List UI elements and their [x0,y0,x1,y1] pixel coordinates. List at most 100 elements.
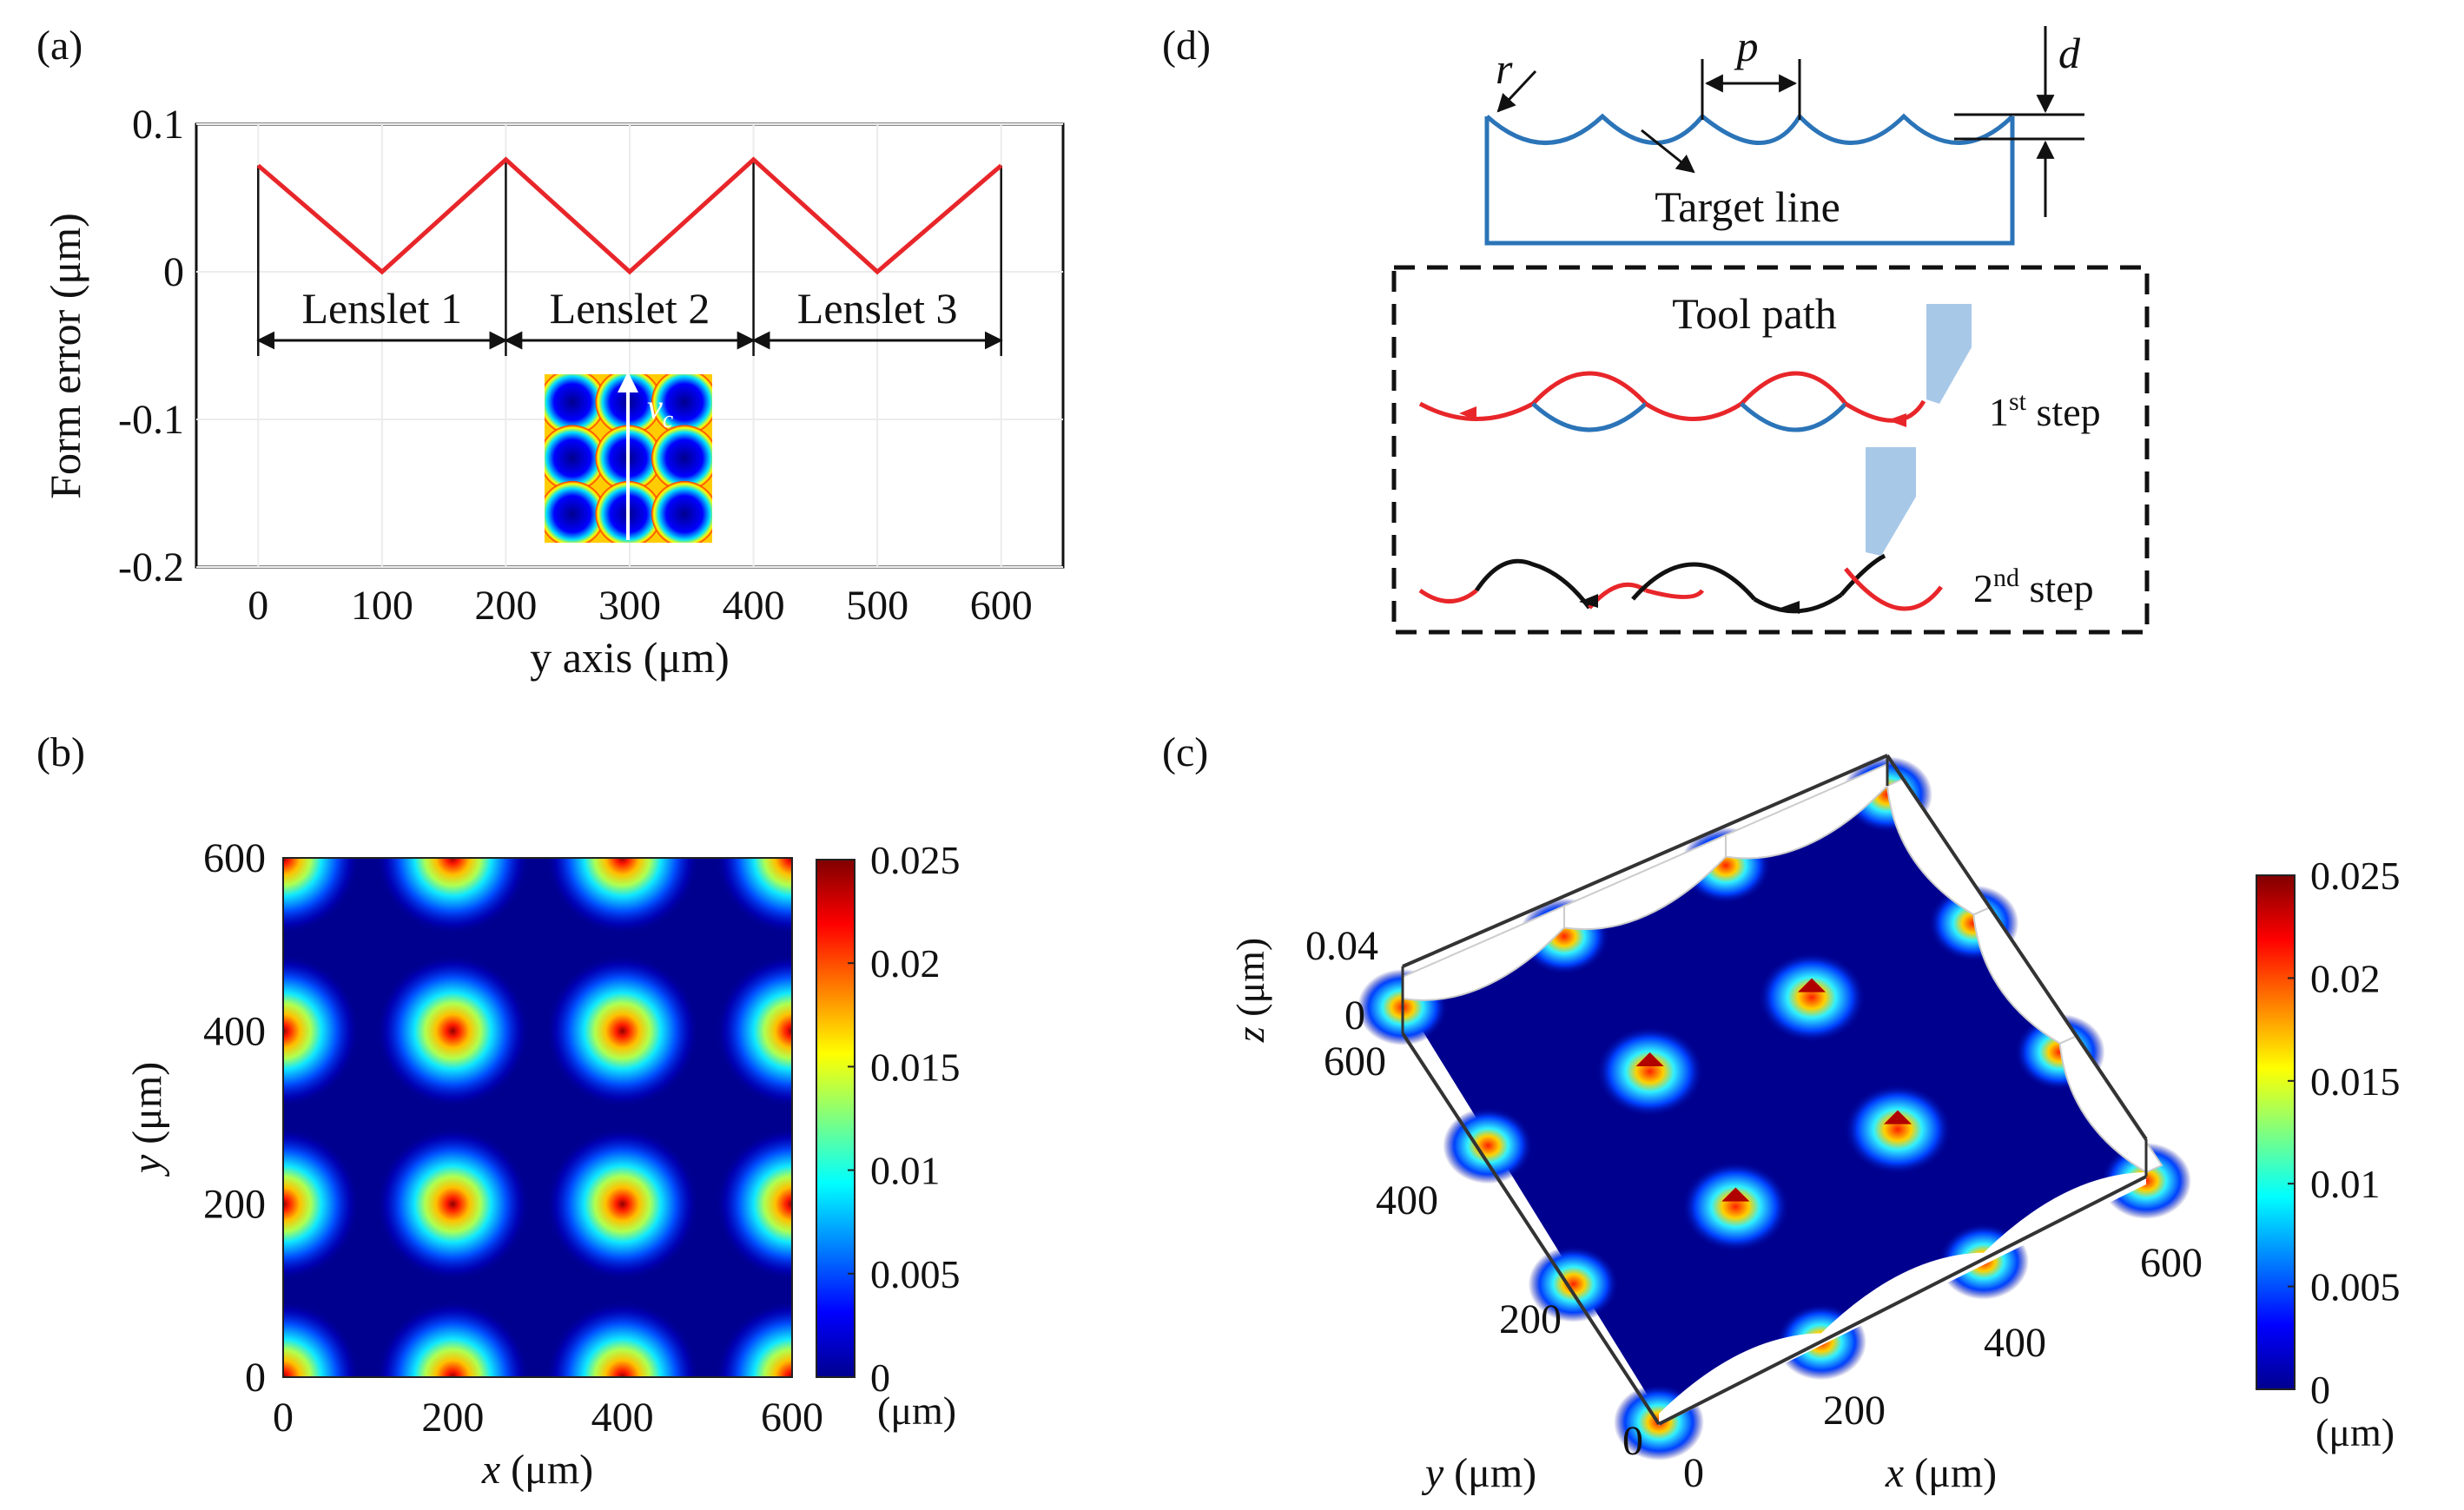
surface-cusp [1563,834,1727,931]
surface-peak-tip [1635,1052,1664,1066]
inset-dimple [651,374,712,435]
b-x-tick-label: 400 [591,1395,654,1441]
a-x-tick-label: 500 [846,583,908,629]
heatmap-peak [283,858,392,966]
surface-peak [1528,1245,1619,1322]
panel-c-surface [1358,752,2191,1461]
heatmap-peak [514,922,731,1139]
b-y-tick-label: 0 [245,1355,266,1401]
surface-peak-tip [1798,978,1826,992]
lenslet-label: Lenslet 1 [302,284,463,333]
step1-tool [1926,304,1972,404]
surface-peak [1758,952,1866,1043]
a-y-tick-label: -0.1 [118,397,184,443]
c-y-tick-label: 600 [1324,1039,1386,1085]
step2-arrowhead-left [1579,594,1598,608]
c-z-tick-label: 0 [1344,992,1365,1039]
a-x-tick-label: 600 [970,583,1033,629]
heatmap-peak [684,922,792,1139]
panel-b-colorbar-ticks: 0.025 0.02 0.015 0.01 0.005 0 [848,838,961,1400]
b-cbar-tick-label: 0.015 [870,1045,961,1089]
panel-d-label: (d) [1162,23,1211,69]
panel-c-y-axis-label: y (μm) [1421,1450,1536,1496]
c-x-tick-label: 200 [1823,1388,1886,1434]
panel-c-label: (c) [1162,729,1208,775]
panel-b-colorbar-unit: (μm) [877,1388,956,1433]
step1-label: 1st step [1989,387,2101,434]
a-x-tick-label: 100 [351,583,413,629]
panel-b-colorbar [816,859,855,1378]
heatmap-peak [514,1096,731,1313]
panel-a-y-axis-label: Form error (μm) [41,213,89,499]
panel-a-x-axis-label: y axis (μm) [530,633,730,682]
c-cbar-tick-label: 0.025 [2310,854,2401,898]
surface-peak-tip [1721,1187,1750,1202]
inset-dimple [545,425,605,491]
surface-peak [1681,1161,1790,1252]
panel-a: (a) 0.1 0 -0.1 -0.2 0 100 200 300 400 500 600 For… [36,23,1065,682]
panel-a-label: (a) [36,23,83,69]
depth-label: d [2058,29,2081,77]
panel-a-x-ticks: 0 100 200 300 400 500 600 [248,583,1032,629]
c-x-tick-label: 600 [2140,1240,2203,1286]
step2-arrowhead-right [1780,601,1800,614]
surface-peak [1443,1107,1534,1184]
b-cbar-tick-label: 0.02 [870,941,941,986]
inset-velocity-label: vc [647,387,674,433]
panel-c-colorbar [2256,874,2296,1390]
a-y-tick-label: 0.1 [132,102,184,148]
panel-a-inset-heatmap: vc [545,372,712,543]
b-x-tick-label: 200 [421,1395,484,1441]
c-x-tick-label: 0 [1683,1450,1704,1496]
inset-dimple [545,481,605,543]
lenslet-label: Lenslet 2 [550,284,710,333]
step2-tool [1866,447,1916,556]
c-cbar-tick-label: 0.015 [2310,1059,2401,1104]
heatmap-peak [344,1269,561,1377]
panel-c-colorbar-ticks: 0.025 0.02 0.015 0.01 0.005 0 [2288,854,2401,1412]
surface-peak-tip [1884,1110,1912,1124]
panel-a-lenslet-annotations: Lenslet 1 Lenslet 2 Lenslet 3 [256,159,1003,356]
target-profile [1484,112,2015,246]
heatmap-peak [684,1269,792,1377]
pitch-label: p [1734,22,1759,70]
inset-dimple [651,481,712,543]
b-y-tick-label: 600 [203,835,266,881]
step1-arrowhead-right [1887,413,1906,427]
heatmap-peak [514,858,731,966]
b-y-tick-label: 200 [203,1182,266,1228]
panel-b-heatmap [283,858,792,1377]
step2-label: 2nd step [1973,564,2094,610]
tool-path-box [1391,265,2150,635]
c-y-tick-label: 400 [1376,1177,1438,1223]
c-cbar-tick-label: 0.005 [2310,1265,2401,1309]
step1-path [1418,371,1926,432]
b-y-tick-label: 400 [203,1008,266,1054]
a-x-tick-label: 400 [723,583,785,629]
panel-b-label: (b) [36,729,85,775]
c-cbar-tick-label: 0.02 [2310,956,2381,1000]
panel-b-y-ticks: 600 400 200 0 [203,835,266,1401]
c-z-tick-label: 0.04 [1305,923,1378,969]
c-cbar-tick-label: 0.01 [2310,1162,2381,1206]
lenslet-label: Lenslet 3 [797,284,958,333]
heatmap-peak [344,922,561,1139]
panel-a-y-ticks: 0.1 0 -0.1 -0.2 [118,102,184,590]
inset-dimple [651,425,712,491]
c-cbar-tick-label: 0 [2310,1368,2330,1412]
b-cbar-tick-label: 0.025 [870,838,961,882]
c-y-tick-label: 0 [1622,1418,1643,1464]
c-x-tick-label: 400 [1984,1320,2046,1366]
b-cbar-tick-label: 0.005 [870,1252,961,1296]
step1-arrowhead-left [1459,406,1476,420]
form-error-line [256,156,1003,275]
heatmap-peak [684,858,792,966]
surface-cusp [1886,777,1991,916]
a-y-tick-label: -0.2 [118,544,184,590]
panel-b-x-axis-label: x (μm) [481,1447,593,1493]
c-y-tick-label: 200 [1499,1296,1562,1342]
target-line-label: Target line [1655,182,1840,231]
